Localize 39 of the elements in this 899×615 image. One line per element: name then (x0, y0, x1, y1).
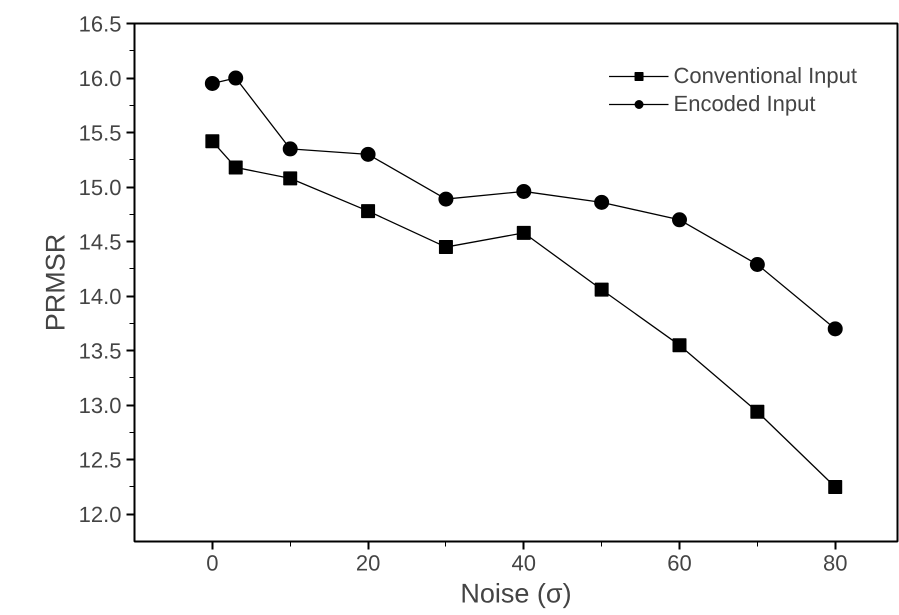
point (360, 146, 376, 162)
y-axis-title: PRMSR (40, 234, 71, 332)
point (438, 240, 453, 254)
point (283, 171, 298, 186)
point (594, 194, 610, 210)
y-tick-label: 15.0 (78, 175, 122, 200)
point (828, 321, 843, 336)
point (516, 184, 532, 199)
x-tick-label: 80 (822, 550, 848, 576)
point (672, 338, 686, 352)
point (228, 160, 243, 174)
x-tick-label: 20 (356, 550, 380, 576)
y-tick-label: 15.5 (78, 120, 122, 146)
point (228, 70, 244, 86)
y-tick-label: 12.0 (78, 502, 122, 528)
y-tick-label: 13.5 (78, 338, 122, 364)
point (516, 226, 531, 240)
legend-label: Encoded Input (674, 91, 816, 117)
point (361, 204, 376, 218)
point (282, 141, 298, 156)
x-tick-label: 0 (206, 550, 218, 576)
y-tick-label: 16.0 (78, 66, 122, 92)
point (205, 134, 220, 148)
point (750, 404, 764, 419)
point (204, 76, 220, 91)
point (672, 212, 687, 228)
y-tick-label: 12.5 (78, 448, 122, 473)
y-tick-label: 13.0 (78, 393, 122, 418)
y-tick-label: 14.0 (78, 284, 122, 310)
point (438, 192, 454, 207)
x-tick-label: 60 (667, 550, 692, 576)
x-tick-label: 40 (512, 550, 536, 576)
y-tick-label: 16.5 (78, 12, 122, 36)
point (750, 257, 765, 272)
point (828, 480, 842, 494)
legend-label: Conventional Input (674, 63, 857, 89)
y-tick-label: 14.5 (78, 230, 122, 255)
point (594, 282, 609, 297)
x-axis-title: Noise (σ) (460, 578, 572, 608)
